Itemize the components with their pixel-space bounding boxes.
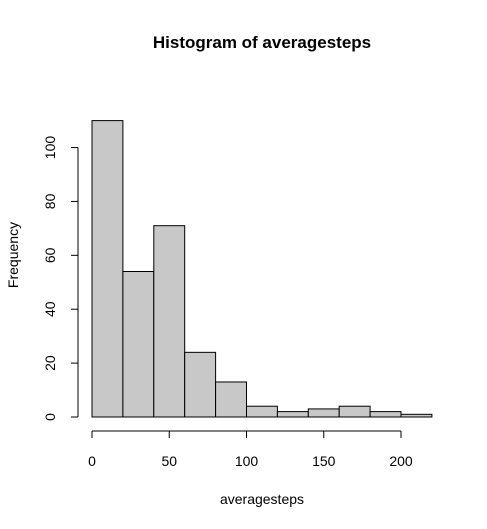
histogram-bar (338, 405, 371, 418)
x-tick-label: 0 (88, 453, 96, 469)
chart-title: Histogram of averagesteps (153, 33, 371, 52)
x-tick-label: 150 (312, 453, 336, 469)
bars-group (91, 120, 433, 418)
y-tick-label: 0 (42, 413, 58, 421)
y-tick-label: 100 (42, 136, 58, 160)
y-tick-label: 60 (42, 247, 58, 263)
histogram-bar (276, 411, 309, 418)
x-tick-label: 200 (389, 453, 413, 469)
histogram-bar (122, 270, 155, 418)
histogram-bar (153, 225, 186, 418)
histogram-bar (215, 381, 248, 418)
x-axis-label: averagesteps (220, 491, 304, 507)
histogram-bar (369, 411, 402, 418)
histogram-bar (184, 351, 217, 418)
histogram-bar (91, 120, 124, 418)
y-axis-label: Frequency (5, 222, 21, 288)
y-tick-label: 40 (42, 301, 58, 317)
histogram-bar (307, 408, 340, 418)
y-axis: 0 20 40 60 80 100 (42, 136, 79, 421)
x-tick-label: 100 (235, 453, 259, 469)
y-tick-label: 80 (42, 193, 58, 209)
x-axis: 0 50 100 150 200 (88, 430, 413, 469)
histogram-bar (246, 405, 278, 418)
histogram-bar (400, 413, 433, 418)
y-tick-label: 20 (42, 355, 58, 371)
x-tick-label: 50 (161, 453, 177, 469)
